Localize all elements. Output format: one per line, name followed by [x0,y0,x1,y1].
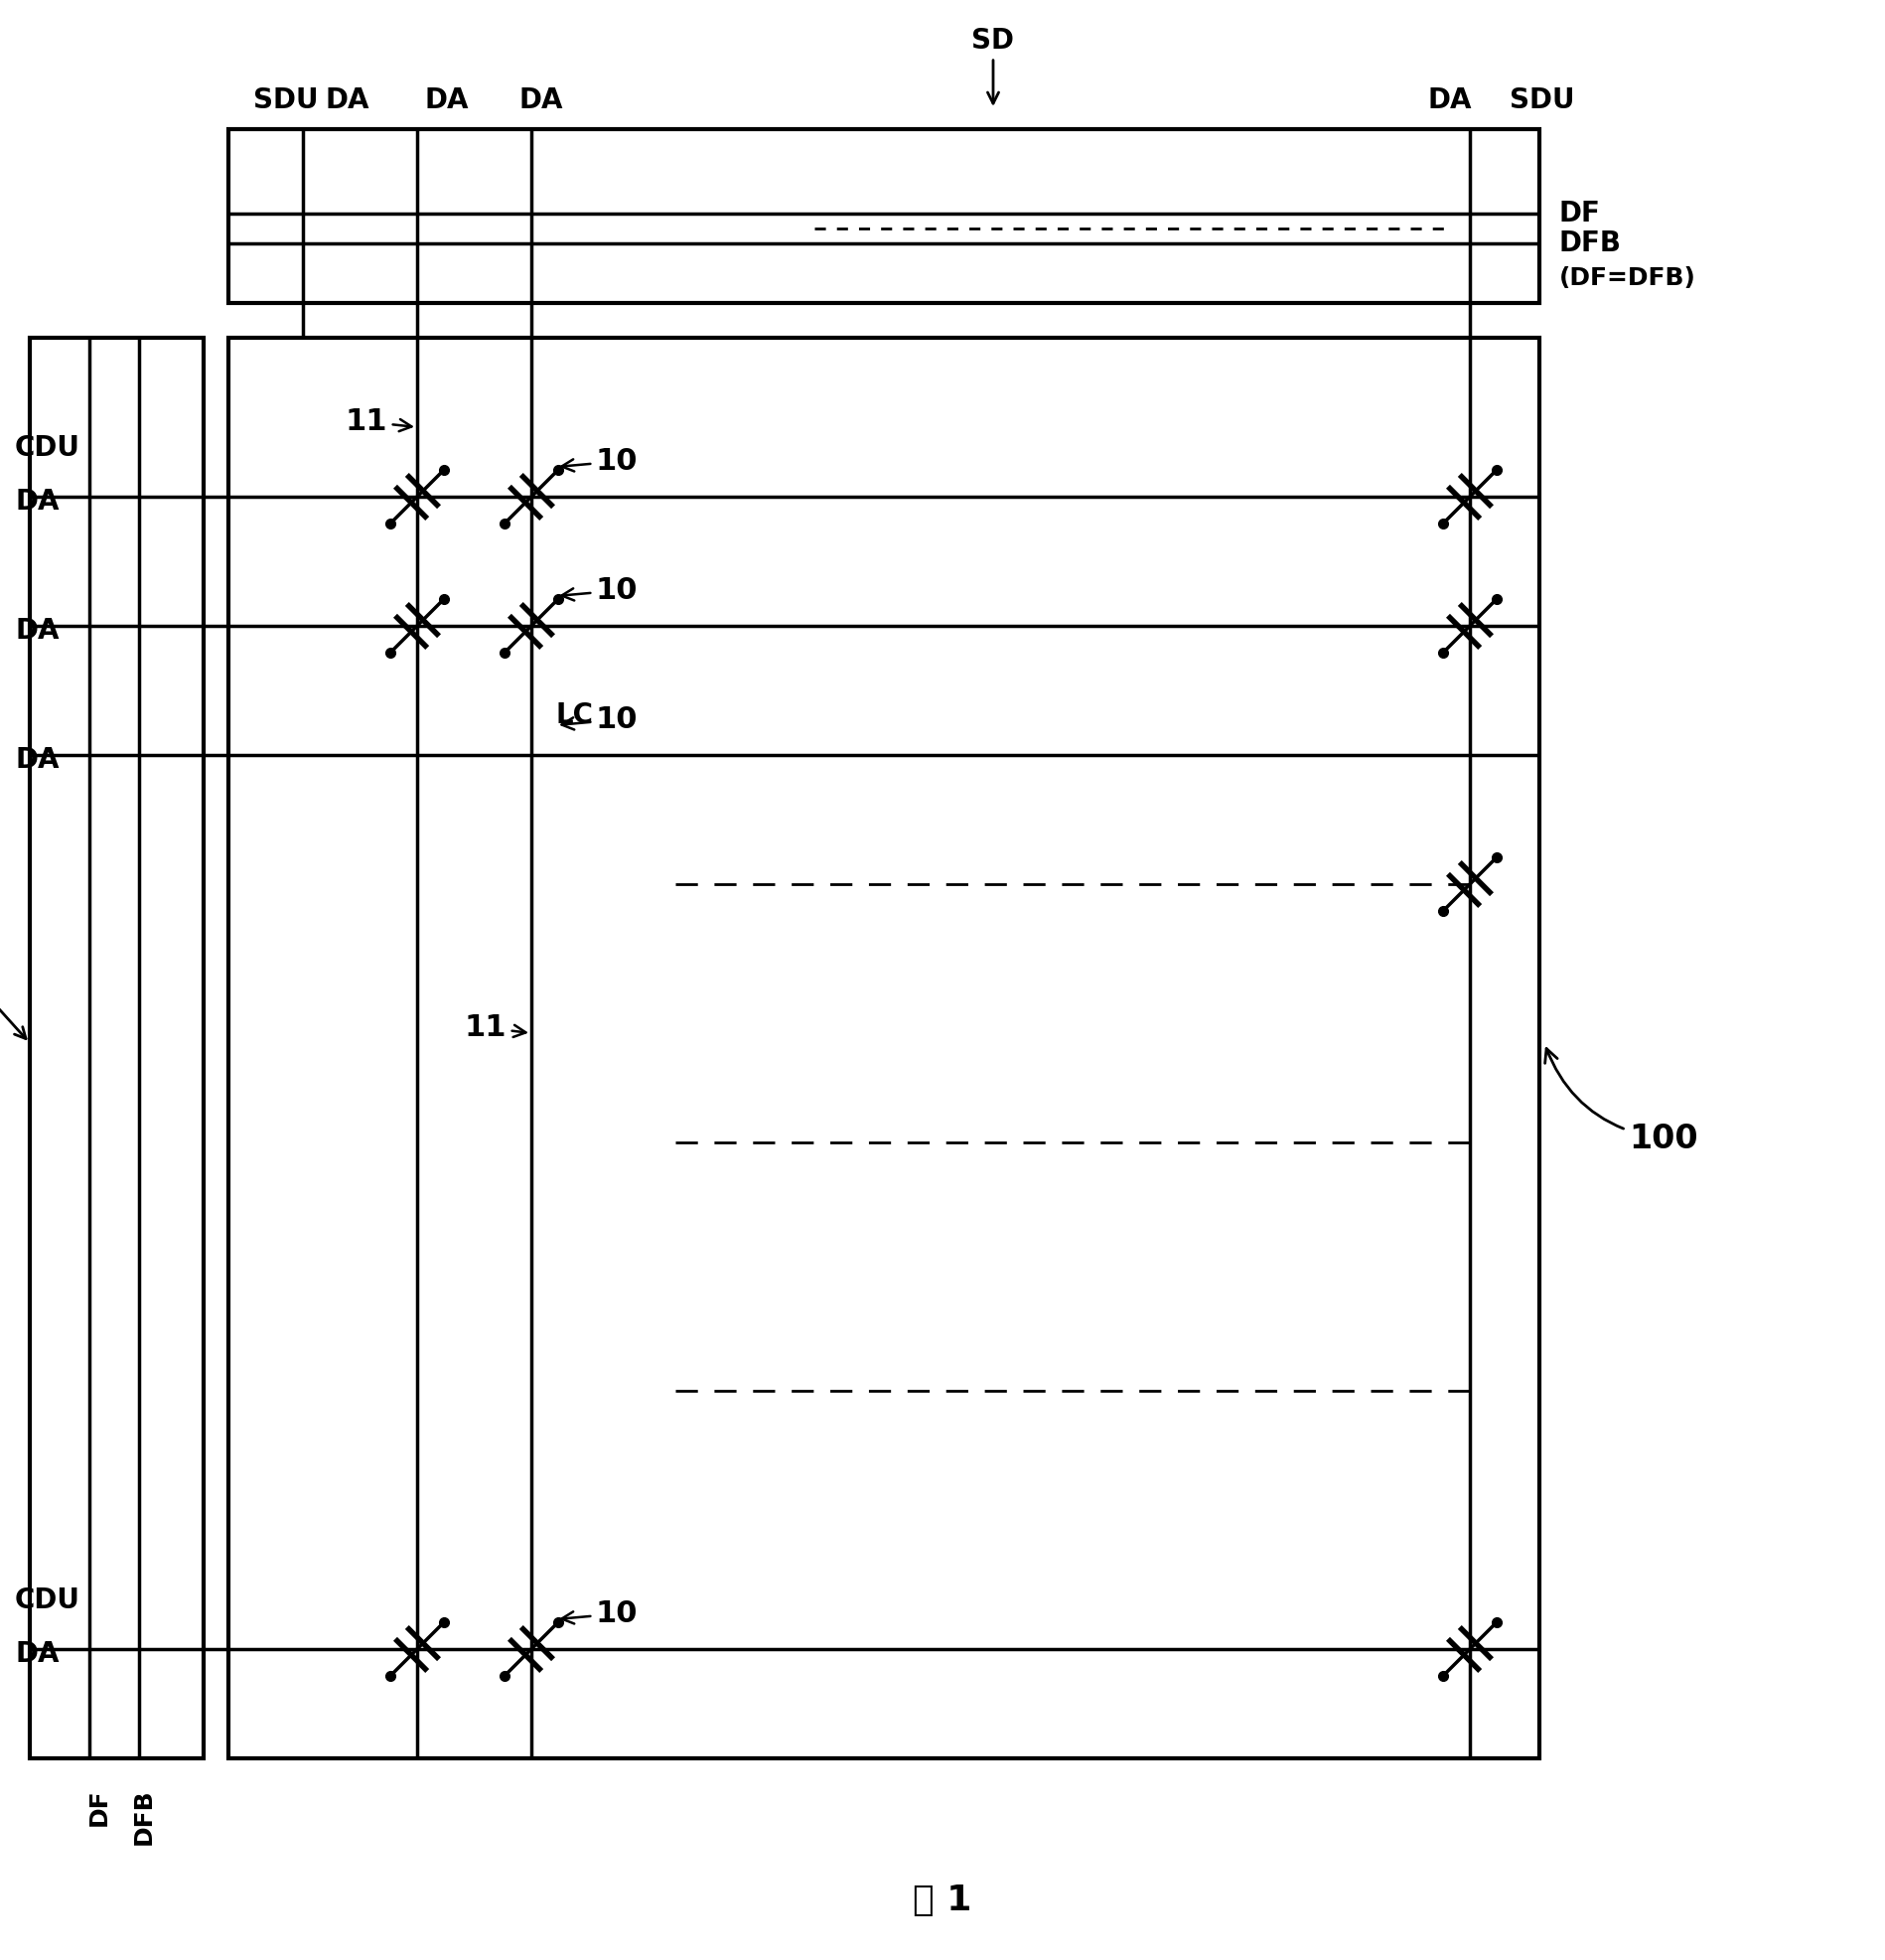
Text: LC: LC [556,702,594,729]
Text: DFB: DFB [132,1788,156,1844]
Text: DA: DA [15,1641,58,1668]
Text: 10: 10 [562,1599,639,1629]
Text: SDU: SDU [253,86,319,114]
Text: DA: DA [518,86,564,114]
Text: DA: DA [15,488,58,515]
Text: 11: 11 [464,1013,526,1043]
Text: 10: 10 [562,706,639,735]
Bar [228,337,1540,1758]
Bar [30,337,204,1758]
Text: SD: SD [973,27,1014,104]
Text: CDU: CDU [15,1586,81,1615]
Text: 10: 10 [562,447,639,476]
Text: 图 1: 图 1 [912,1884,973,1917]
Text: (DF=DFB): (DF=DFB) [1559,267,1696,290]
Text: DFB: DFB [1559,229,1621,257]
Text: SDU: SDU [1510,86,1574,114]
Text: 100: 100 [1546,1049,1698,1154]
Text: DA: DA [15,747,58,774]
Text: DA: DA [1429,86,1472,114]
Text: DF: DF [87,1788,111,1825]
Text: DA: DA [326,86,369,114]
Text: CD: CD [0,956,26,1039]
Text: 10: 10 [562,576,639,606]
Bar [228,129,1540,304]
Text: CDU: CDU [15,433,81,463]
Text: DA: DA [424,86,469,114]
Text: 11: 11 [345,408,411,437]
Text: DA: DA [15,617,58,645]
Text: DF: DF [1559,200,1600,227]
